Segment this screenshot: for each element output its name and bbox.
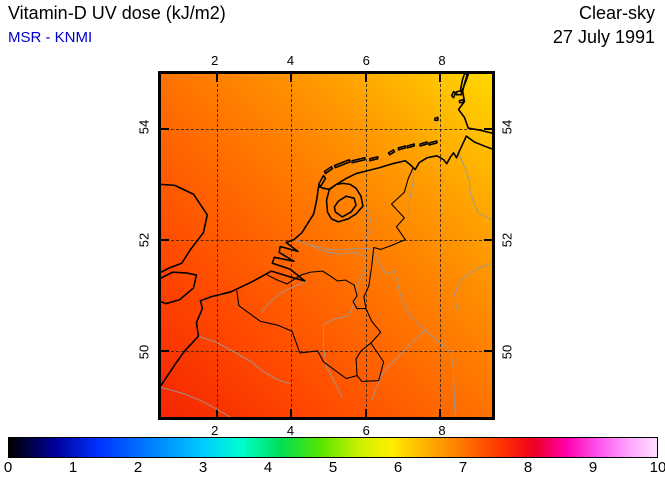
colorbar (8, 437, 658, 458)
coastline-borders-map (161, 74, 492, 417)
colorbar-tick-label: 0 (3, 459, 13, 476)
lon-label-bottom: 8 (438, 423, 446, 438)
gridline-lat-54 (161, 129, 492, 131)
colorbar-tick-label: 3 (198, 459, 208, 476)
axis-tick (215, 74, 218, 82)
colorbar-tick-label: 6 (393, 459, 403, 476)
lat-label-right: 52 (499, 232, 515, 248)
lat-label-left: 54 (136, 120, 152, 135)
axis-tick (161, 238, 169, 241)
rivers-group (161, 154, 492, 417)
axis-tick (161, 349, 169, 352)
axis-tick (484, 128, 492, 131)
map-frame (158, 71, 495, 420)
axis-tick (290, 74, 293, 82)
grid-layer (161, 74, 492, 417)
coastlines-group (161, 74, 492, 387)
axis-tick (438, 409, 441, 417)
gridline-lon-4 (291, 74, 293, 417)
axis-tick (290, 409, 293, 417)
borders-group (236, 167, 414, 383)
axis-tick (364, 409, 367, 417)
gridline-lon-8 (439, 74, 441, 417)
lon-label-bottom: 6 (362, 423, 370, 438)
lon-label-top: 2 (211, 53, 219, 68)
gridline-lat-50 (161, 350, 492, 352)
axis-tick (484, 238, 492, 241)
colorbar-tick-label: 4 (263, 459, 273, 476)
axis-tick (215, 409, 218, 417)
colorbar-tick-label: 5 (328, 459, 338, 476)
lat-label-right: 54 (499, 120, 515, 135)
lon-label-top: 4 (286, 53, 295, 68)
axis-tick (484, 349, 492, 352)
axis-tick (364, 74, 367, 82)
lon-label-top: 8 (438, 53, 446, 68)
lat-axis-right: 54 52 50 (499, 71, 515, 420)
axis-tick (161, 128, 169, 131)
page-title: Vitamin-D UV dose (kJ/m2) (8, 3, 226, 23)
lon-axis-bottom: 2 4 6 8 (158, 423, 495, 439)
colorbar-tick-label: 10 (649, 459, 665, 476)
condition-label: Clear-sky (578, 3, 655, 23)
colorbar-tick-label: 2 (133, 459, 143, 476)
gridline-lon-2 (216, 74, 218, 417)
lat-axis-left: 54 52 50 (136, 71, 152, 420)
axis-tick (438, 74, 441, 82)
gridline-lon-6 (365, 74, 367, 417)
lon-axis-top: 2 4 6 8 (158, 53, 495, 69)
lon-label-top: 6 (362, 53, 370, 68)
colorbar-gradient (9, 438, 657, 457)
source-label: MSR - KNMI (8, 29, 93, 46)
uv-dose-field (161, 74, 492, 417)
lon-label-bottom: 4 (286, 423, 295, 438)
lat-label-left: 52 (136, 232, 152, 248)
lat-label-right: 50 (499, 345, 515, 360)
colorbar-tick-label: 8 (523, 459, 533, 476)
colorbar-labels: 0 1 2 3 4 5 6 7 8 9 10 (4, 459, 665, 477)
gridline-lat-52 (161, 239, 492, 241)
colorbar-tick-label: 1 (68, 459, 78, 476)
lat-label-left: 50 (136, 345, 152, 360)
date-label: 27 July 1991 (552, 27, 655, 47)
colorbar-tick-label: 9 (588, 459, 598, 476)
colorbar-tick-label: 7 (458, 459, 468, 476)
lon-label-bottom: 2 (211, 423, 219, 438)
